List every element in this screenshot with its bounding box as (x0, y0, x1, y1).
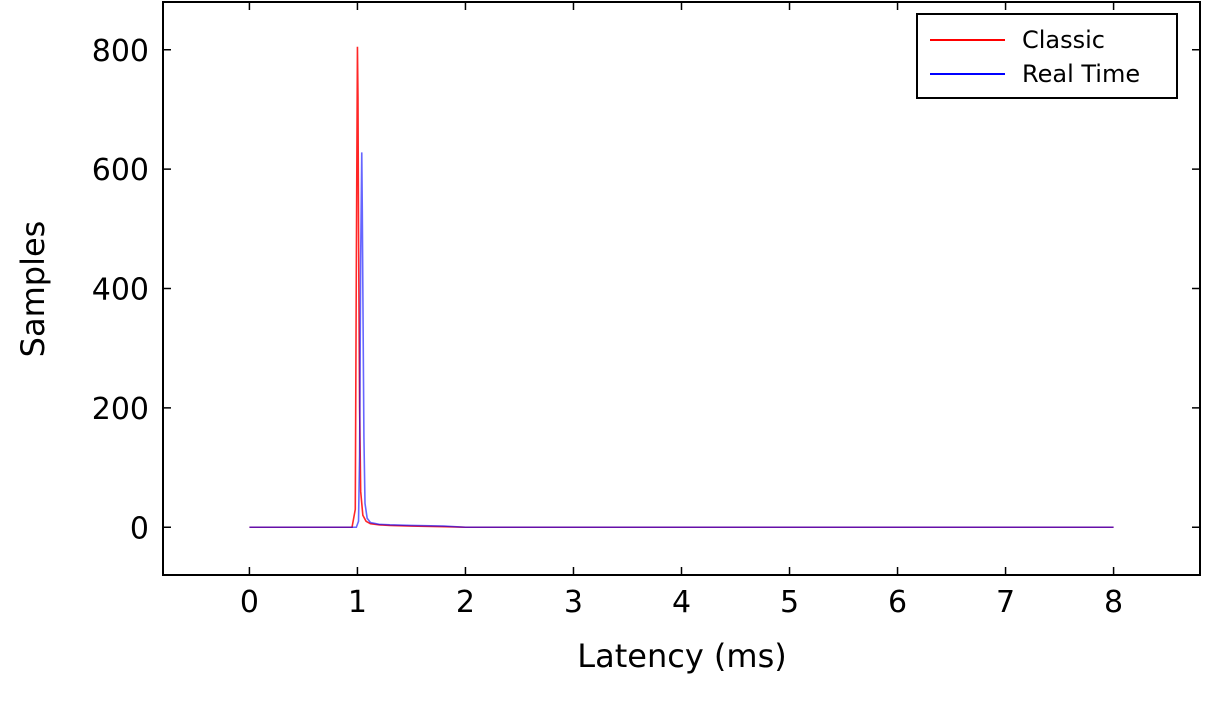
x-tick-label: 3 (564, 585, 583, 620)
series-line-real-time (249, 152, 1114, 529)
x-tick-label: 7 (996, 585, 1015, 620)
x-axis-label: Latency (ms) (577, 637, 786, 675)
x-tick-label: 1 (348, 585, 367, 620)
series-layer (249, 46, 1114, 529)
y-tick-label: 600 (92, 153, 149, 188)
x-tick-label: 4 (672, 585, 691, 620)
legend-box (916, 13, 1178, 99)
ticks-layer: 0 1 2 3 4 5 6 7 8 0 200 400 600 800 (92, 2, 1200, 620)
legend-label-real-time: Real Time (1022, 60, 1140, 88)
series-line-classic (249, 46, 1114, 529)
y-tick-label: 200 (92, 392, 149, 427)
legend: Classic Real Time (916, 13, 1178, 99)
x-tick-label: 8 (1104, 585, 1123, 620)
x-tick-label: 5 (780, 585, 799, 620)
x-tick-label: 2 (456, 585, 475, 620)
y-axis-label: Samples (14, 221, 52, 358)
y-tick-label: 800 (92, 34, 149, 69)
legend-label-classic: Classic (1022, 26, 1105, 54)
x-tick-label: 0 (240, 585, 259, 620)
y-tick-label: 0 (130, 511, 149, 546)
x-tick-label: 6 (888, 585, 907, 620)
y-tick-label: 400 (92, 273, 149, 308)
